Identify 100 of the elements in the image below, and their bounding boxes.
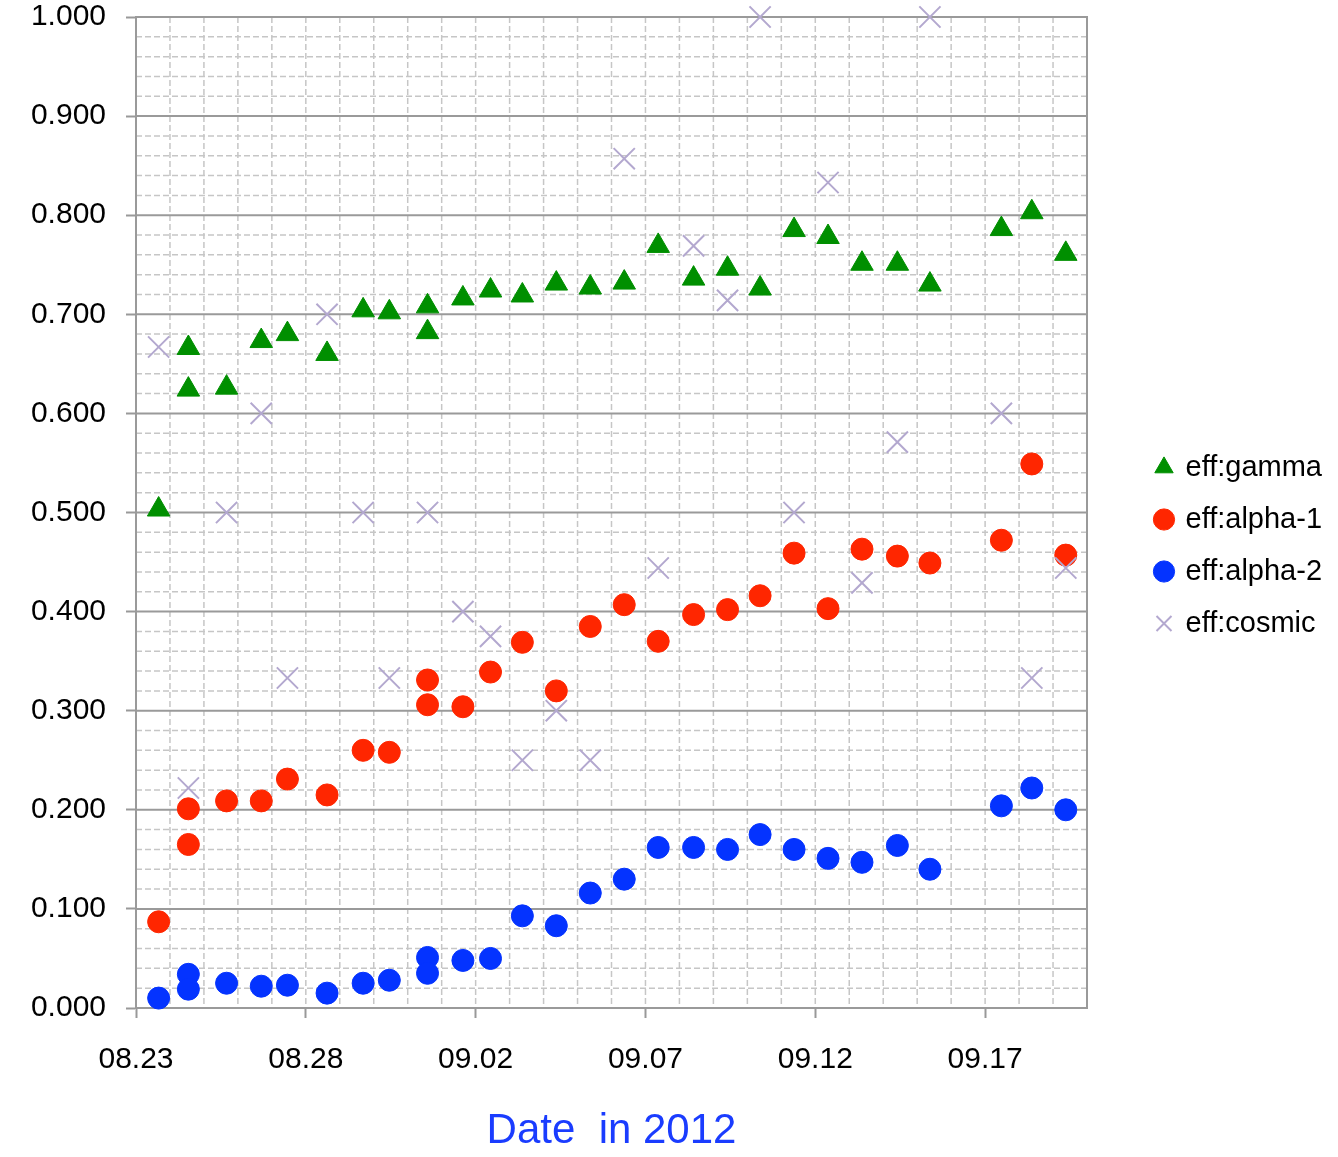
point [578, 614, 602, 638]
y-tick-label: 0.700 [30, 295, 106, 329]
point [315, 981, 339, 1005]
point [544, 679, 568, 703]
point [1054, 798, 1078, 822]
point [451, 599, 475, 624]
point [377, 968, 401, 992]
y-tick-label: 0.500 [30, 493, 106, 527]
point [748, 5, 772, 29]
point [885, 833, 909, 857]
point [646, 556, 670, 580]
point [918, 551, 942, 575]
point [510, 904, 534, 928]
point [1020, 776, 1044, 800]
point [351, 738, 375, 762]
x-tick-label: 08.28 [268, 1041, 344, 1075]
point [612, 593, 636, 617]
y-tick-label: 0.400 [30, 592, 106, 626]
point [249, 401, 273, 426]
point [176, 776, 200, 800]
point [275, 666, 300, 690]
y-tick-label: 0.200 [30, 791, 106, 825]
point [351, 500, 375, 525]
point [782, 837, 806, 861]
x-tick-label: 09.02 [438, 1041, 514, 1075]
point [1054, 556, 1078, 580]
point [646, 835, 670, 859]
point [249, 789, 273, 813]
point [147, 335, 171, 359]
point [782, 500, 806, 525]
point [544, 699, 568, 723]
y-tick-label: 0.000 [30, 989, 106, 1023]
point [850, 571, 874, 595]
point [415, 500, 440, 525]
point [315, 302, 339, 326]
point [275, 767, 299, 791]
point [478, 624, 503, 648]
point [315, 783, 339, 807]
point [451, 948, 475, 972]
x-tick-label: 08.23 [98, 1041, 174, 1075]
point [578, 748, 602, 772]
point [249, 974, 273, 998]
point [816, 170, 840, 195]
point [510, 630, 534, 654]
y-tick-label: 0.800 [30, 196, 106, 230]
point [612, 147, 636, 171]
legend-label: eff:cosmic [1185, 605, 1316, 638]
point [377, 666, 401, 690]
point [682, 835, 706, 859]
x-tick-label: 09.07 [607, 1041, 683, 1075]
point [214, 500, 239, 525]
point [748, 584, 772, 608]
point [451, 695, 475, 719]
y-tick-label: 0.900 [30, 97, 106, 131]
point [351, 971, 375, 995]
point [416, 668, 440, 692]
point [176, 797, 200, 821]
point [147, 910, 171, 934]
point [215, 789, 239, 813]
x-tick-label: 09.17 [947, 1041, 1023, 1075]
point [918, 5, 942, 29]
point [377, 740, 401, 764]
point [850, 850, 874, 874]
point [748, 823, 772, 847]
point [275, 973, 299, 997]
point [885, 544, 909, 568]
point [479, 946, 502, 970]
point [416, 693, 440, 717]
y-tick-label: 0.100 [30, 890, 106, 924]
point [681, 234, 706, 258]
y-tick-label: 1.000 [30, 0, 106, 32]
point [716, 837, 740, 861]
point [646, 629, 670, 653]
point [578, 881, 602, 905]
y-tick-label: 0.300 [30, 691, 106, 725]
point [147, 986, 171, 1010]
point [918, 857, 942, 881]
point [544, 914, 568, 938]
point [1020, 452, 1044, 476]
point [885, 430, 909, 454]
point [612, 867, 636, 891]
y-tick-label: 0.600 [30, 394, 106, 428]
point [1020, 666, 1044, 690]
legend-label: eff:alpha-2 [1185, 553, 1323, 586]
point [989, 401, 1013, 426]
point [989, 794, 1013, 818]
point [782, 541, 806, 565]
point [510, 748, 534, 772]
x-axis-title: Date in 2012 [486, 1105, 737, 1153]
point [215, 971, 239, 995]
x-tick-label: 09.12 [777, 1041, 853, 1075]
point [989, 528, 1013, 552]
legend-label: eff:gamma [1185, 449, 1323, 482]
point [715, 288, 740, 313]
point [479, 660, 502, 684]
point [816, 597, 840, 621]
point [176, 832, 200, 856]
point [816, 846, 840, 870]
point [682, 603, 706, 627]
legend-label: eff:alpha-1 [1185, 501, 1323, 534]
